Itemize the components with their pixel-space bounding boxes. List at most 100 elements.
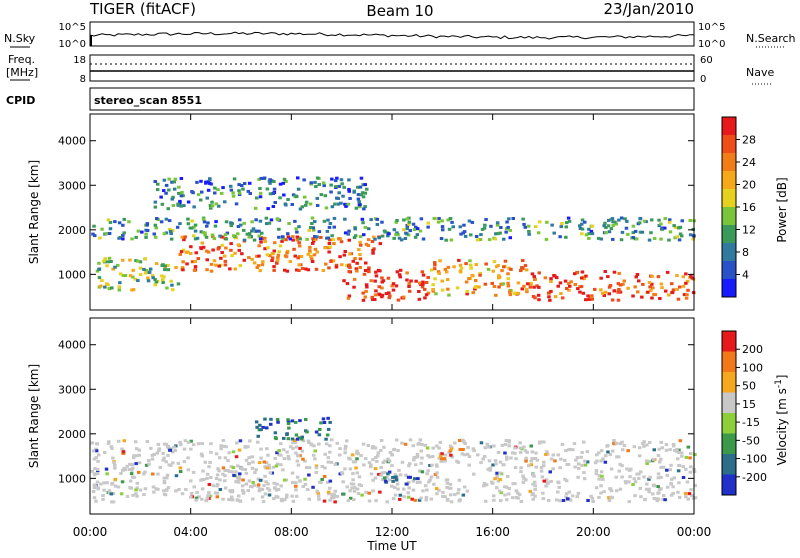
time-tick-label: 08:00 xyxy=(274,525,309,539)
vel-cell xyxy=(429,475,434,479)
vel-cell xyxy=(656,485,660,488)
vel-cell xyxy=(314,430,319,434)
vel-cell xyxy=(445,481,450,485)
power-cell xyxy=(617,271,621,275)
power-cell xyxy=(367,270,371,274)
power-cell xyxy=(342,185,346,189)
power-cell xyxy=(405,217,410,221)
vel-cell xyxy=(509,456,513,460)
power-cell xyxy=(405,227,409,230)
vel-cell xyxy=(333,500,337,504)
vel-cell xyxy=(231,466,236,470)
vel-cell xyxy=(567,448,571,452)
vel-cell xyxy=(442,457,447,461)
power-cell xyxy=(409,279,413,283)
vel-cell xyxy=(301,439,306,443)
vel-cell xyxy=(348,467,353,471)
vel-cell xyxy=(335,494,340,498)
vel-cell xyxy=(497,489,502,493)
vel-cell xyxy=(639,470,643,474)
nave-label: Nave xyxy=(746,66,774,79)
power-cell xyxy=(182,238,186,242)
power-cell xyxy=(441,228,445,232)
power-cell xyxy=(429,268,434,272)
power-cell xyxy=(415,233,420,237)
vel-cell xyxy=(201,469,205,473)
power-cell xyxy=(399,238,404,242)
cpid-label: CPID xyxy=(6,94,35,107)
power-cell xyxy=(254,218,258,222)
power-cell xyxy=(620,230,625,234)
power-cell xyxy=(474,263,478,267)
vel-cell xyxy=(633,494,637,498)
power-cell xyxy=(122,217,126,221)
power-cell xyxy=(581,291,586,295)
vel-cell xyxy=(531,482,535,486)
power-cell xyxy=(522,222,526,226)
vel-cell xyxy=(687,492,692,496)
power-cell xyxy=(308,250,312,254)
vel-cell xyxy=(274,464,279,468)
vel-cell xyxy=(659,457,663,461)
colorbar-tick-label: 8 xyxy=(742,246,749,259)
power-cell xyxy=(242,258,246,262)
power-cell xyxy=(372,235,376,239)
vel-cell xyxy=(671,442,676,446)
vel-cell xyxy=(272,481,276,485)
power-cell xyxy=(520,287,524,291)
power-cell xyxy=(449,238,454,242)
power-cell xyxy=(421,280,425,284)
power-cell xyxy=(396,298,401,302)
power-cell xyxy=(590,224,595,228)
vel-cell xyxy=(676,457,680,461)
power-cell xyxy=(223,200,227,204)
power-cell xyxy=(362,207,366,211)
vel-cell xyxy=(386,457,390,461)
power-cell xyxy=(586,294,590,298)
power-cell xyxy=(110,286,114,290)
power-cell xyxy=(363,269,368,272)
vel-cell xyxy=(595,453,599,457)
power-cell xyxy=(278,244,283,248)
power-cell xyxy=(378,269,382,273)
vel-cell xyxy=(200,497,204,501)
power-cell xyxy=(398,268,403,272)
power-cell xyxy=(134,235,138,239)
vel-cell xyxy=(283,498,287,502)
power-cell xyxy=(328,238,332,242)
power-cell xyxy=(361,183,365,187)
power-cell xyxy=(634,275,638,279)
vel-cell xyxy=(135,481,140,485)
power-cell xyxy=(499,282,503,286)
power-cell xyxy=(328,222,333,225)
vel-cell xyxy=(171,450,175,454)
vel-cell xyxy=(544,453,548,456)
power-cell xyxy=(230,254,234,258)
vel-cell xyxy=(274,495,279,498)
power-cell xyxy=(347,189,351,193)
power-cell xyxy=(131,288,136,292)
vel-cell xyxy=(417,498,422,502)
power-cell xyxy=(672,224,676,228)
power-cell xyxy=(335,176,339,180)
vel-cell xyxy=(209,476,213,479)
vel-cell xyxy=(144,463,149,467)
vel-cell xyxy=(135,494,139,498)
vel-cell xyxy=(530,450,534,454)
power-cell xyxy=(189,245,193,249)
vel-cell xyxy=(195,491,199,495)
vel-cell xyxy=(443,459,447,463)
vel-cell xyxy=(291,499,296,503)
vel-cell xyxy=(448,482,453,486)
power-cell xyxy=(418,281,422,285)
colorbar-segment xyxy=(722,392,736,413)
vel-cell xyxy=(413,498,417,502)
vel-cell xyxy=(482,455,487,458)
vel-cell xyxy=(224,468,229,472)
power-cell xyxy=(373,279,377,283)
power-cell xyxy=(464,262,468,266)
power-heatmap xyxy=(91,176,696,302)
power-cell xyxy=(587,297,591,301)
vel-cell xyxy=(137,461,142,465)
power-cell xyxy=(578,227,583,230)
